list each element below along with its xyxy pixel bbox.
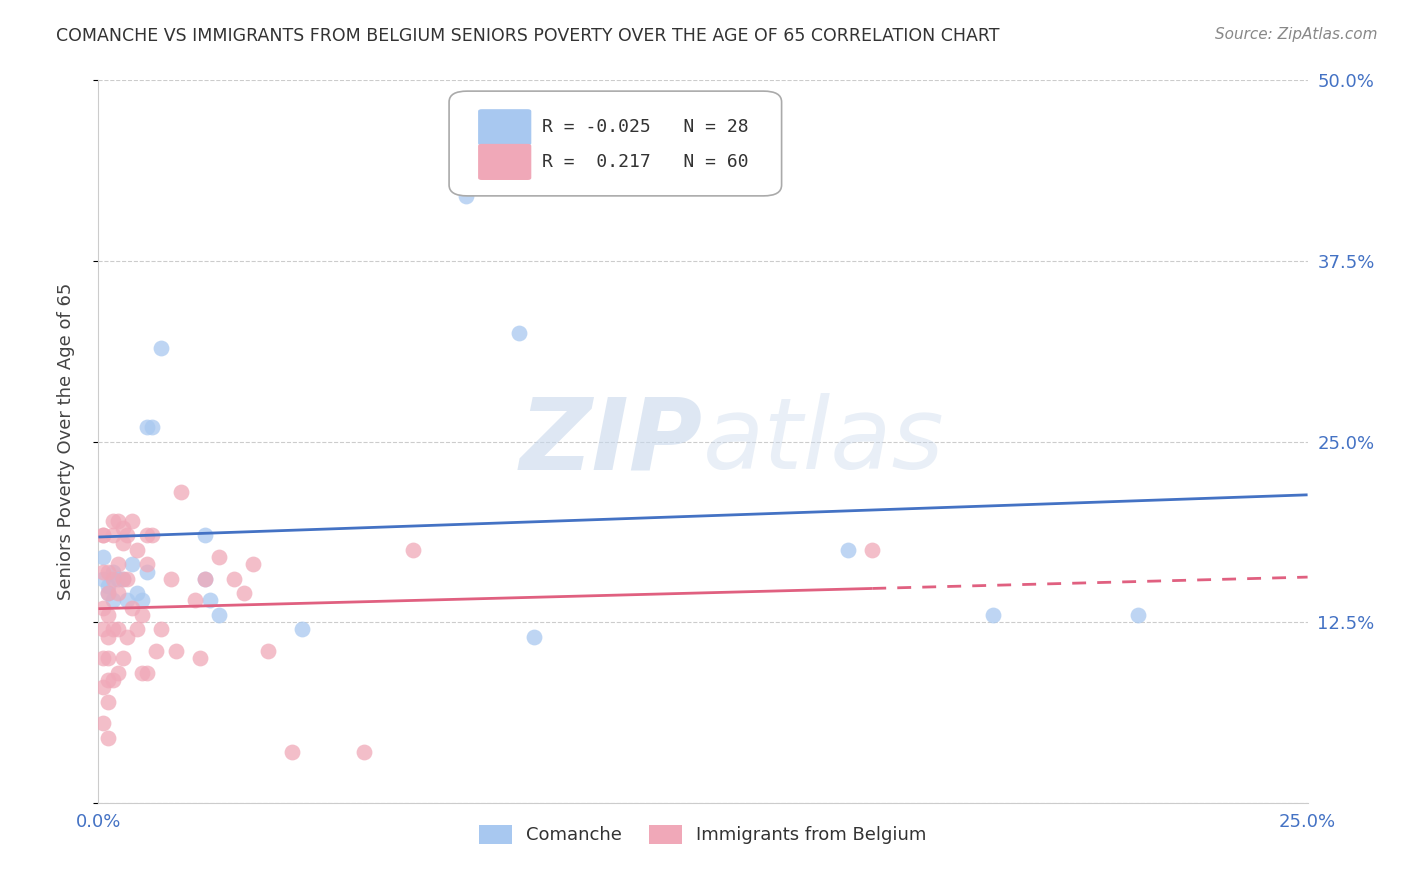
Point	[111, 572, 134, 586]
Point	[194, 572, 217, 586]
Point	[150, 341, 173, 355]
Point	[450, 160, 472, 174]
Point	[101, 572, 124, 586]
Point	[127, 586, 149, 600]
Point	[91, 651, 114, 665]
Point	[281, 745, 304, 759]
Text: Source: ZipAtlas.com: Source: ZipAtlas.com	[1215, 27, 1378, 42]
Point	[91, 550, 114, 565]
Point	[91, 528, 114, 542]
Text: ZIP: ZIP	[520, 393, 703, 490]
Text: R =  0.217   N = 60: R = 0.217 N = 60	[543, 153, 749, 171]
Point	[353, 745, 375, 759]
Point	[184, 593, 207, 607]
Point	[135, 420, 157, 434]
Point	[198, 593, 221, 607]
Y-axis label: Seniors Poverty Over the Age of 65: Seniors Poverty Over the Age of 65	[56, 283, 75, 600]
Point	[97, 673, 120, 687]
Point	[97, 586, 120, 600]
Point	[91, 565, 114, 579]
Point	[111, 535, 134, 549]
Text: COMANCHE VS IMMIGRANTS FROM BELGIUM SENIORS POVERTY OVER THE AGE OF 65 CORRELATI: COMANCHE VS IMMIGRANTS FROM BELGIUM SENI…	[56, 27, 1000, 45]
Point	[117, 572, 139, 586]
Legend: Comanche, Immigrants from Belgium: Comanche, Immigrants from Belgium	[472, 818, 934, 852]
Point	[208, 550, 231, 565]
Point	[101, 528, 124, 542]
Point	[165, 644, 187, 658]
Point	[121, 514, 143, 528]
Point	[860, 542, 883, 557]
Point	[135, 665, 157, 680]
Point	[107, 665, 129, 680]
Point	[91, 680, 114, 694]
Point	[242, 558, 264, 572]
FancyBboxPatch shape	[449, 91, 782, 196]
Point	[97, 630, 120, 644]
Text: atlas: atlas	[703, 393, 945, 490]
Point	[101, 673, 124, 687]
Point	[290, 623, 312, 637]
Point	[91, 600, 114, 615]
Point	[135, 558, 157, 572]
Point	[97, 565, 120, 579]
Point	[141, 528, 163, 542]
Point	[117, 630, 139, 644]
Point	[107, 586, 129, 600]
Point	[523, 630, 546, 644]
Point	[194, 572, 217, 586]
Point	[91, 716, 114, 731]
FancyBboxPatch shape	[478, 109, 531, 145]
Point	[232, 586, 254, 600]
Point	[111, 521, 134, 535]
Point	[121, 600, 143, 615]
FancyBboxPatch shape	[478, 144, 531, 180]
Point	[111, 572, 134, 586]
Point	[160, 572, 183, 586]
Point	[145, 644, 167, 658]
Point	[97, 731, 120, 745]
Point	[135, 528, 157, 542]
Point	[107, 514, 129, 528]
Point	[117, 528, 139, 542]
Point	[135, 565, 157, 579]
Point	[91, 528, 114, 542]
Point	[508, 326, 530, 340]
Point	[454, 189, 477, 203]
Point	[402, 542, 425, 557]
Point	[97, 607, 120, 622]
Point	[91, 623, 114, 637]
Point	[97, 579, 120, 593]
Text: R = -0.025   N = 28: R = -0.025 N = 28	[543, 119, 749, 136]
Point	[131, 593, 153, 607]
Point	[194, 528, 217, 542]
Point	[141, 420, 163, 434]
Point	[837, 542, 859, 557]
Point	[188, 651, 211, 665]
Point	[91, 572, 114, 586]
Point	[169, 485, 191, 500]
Point	[107, 623, 129, 637]
Point	[101, 593, 124, 607]
Point	[101, 623, 124, 637]
Point	[101, 514, 124, 528]
Point	[107, 572, 129, 586]
Point	[121, 558, 143, 572]
Point	[127, 623, 149, 637]
Point	[131, 607, 153, 622]
Point	[131, 665, 153, 680]
Point	[208, 607, 231, 622]
Point	[97, 651, 120, 665]
Point	[256, 644, 278, 658]
Point	[1128, 607, 1150, 622]
Point	[222, 572, 245, 586]
Point	[97, 586, 120, 600]
Point	[117, 593, 139, 607]
Point	[150, 623, 173, 637]
Point	[111, 651, 134, 665]
Point	[127, 542, 149, 557]
Point	[107, 558, 129, 572]
Point	[101, 565, 124, 579]
Point	[97, 695, 120, 709]
Point	[981, 607, 1004, 622]
